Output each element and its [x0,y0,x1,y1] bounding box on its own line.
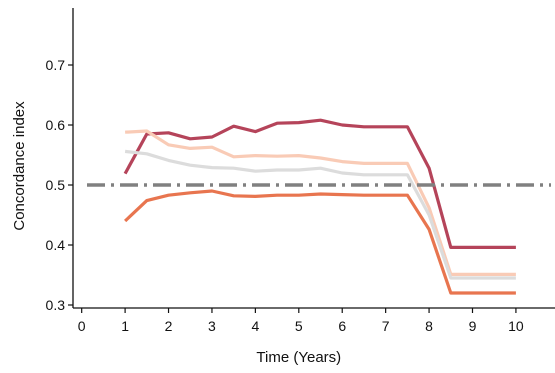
series-layer [123,118,516,295]
series-line-1 [123,118,516,249]
x-tick-label: 8 [425,318,433,334]
x-axis-ticks: 0 1 2 3 4 5 6 7 8 9 10 [78,308,524,334]
x-tick-label: 4 [251,318,259,334]
series-line-4 [124,189,516,295]
x-tick-label: 6 [338,318,346,334]
y-axis-ticks: 0.3 0.4 0.5 0.6 0.7 [46,57,73,313]
x-tick-label: 7 [382,318,390,334]
x-tick-label: 10 [508,318,524,334]
x-axis-title: Time (Years) [256,349,341,366]
y-tick-label: 0.6 [46,117,66,133]
y-tick-label: 0.5 [46,177,66,193]
series-line-3 [124,149,516,280]
y-tick-label: 0.3 [46,297,66,313]
series-line-2 [125,129,516,276]
y-tick-label: 0.7 [46,57,66,73]
y-axis-title: Concordance index [11,101,28,231]
x-tick-label: 2 [165,318,173,334]
axes-layer: 0 1 2 3 4 5 6 7 8 9 10 0.3 0.4 0.5 0.6 0.7 [46,8,555,334]
x-tick-label: 3 [208,318,216,334]
x-tick-label: 1 [121,318,129,334]
x-tick-label: 0 [78,318,86,334]
y-tick-label: 0.4 [46,237,66,253]
x-tick-label: 5 [295,318,303,334]
x-tick-label: 9 [469,318,477,334]
